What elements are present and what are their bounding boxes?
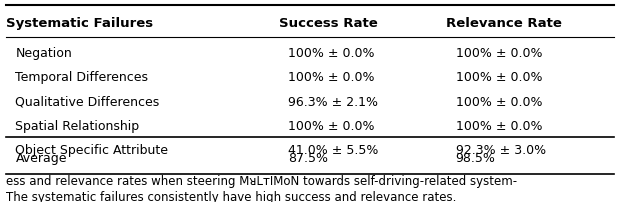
Text: Object Specific Attribute: Object Specific Attribute: [15, 143, 168, 156]
Text: 100% ± 0.0%: 100% ± 0.0%: [456, 71, 542, 84]
Text: Qualitative Differences: Qualitative Differences: [15, 95, 160, 108]
Text: 100% ± 0.0%: 100% ± 0.0%: [456, 47, 542, 60]
Text: ess and relevance rates when steering MᴚLᴛIMᴏN towards self-driving-related syst: ess and relevance rates when steering Mᴚ…: [6, 174, 517, 187]
Text: Temporal Differences: Temporal Differences: [15, 71, 148, 84]
Text: Relevance Rate: Relevance Rate: [446, 17, 562, 30]
Text: 96.3% ± 2.1%: 96.3% ± 2.1%: [288, 95, 378, 108]
Text: Success Rate: Success Rate: [279, 17, 378, 30]
Text: 92.3% ± 3.0%: 92.3% ± 3.0%: [456, 143, 546, 156]
Text: 87.5%: 87.5%: [288, 151, 328, 164]
Text: 100% ± 0.0%: 100% ± 0.0%: [456, 95, 542, 108]
Text: The systematic failures consistently have high success and relevance rates.: The systematic failures consistently hav…: [6, 190, 456, 202]
Text: Negation: Negation: [15, 47, 72, 60]
Text: 41.0% ± 5.5%: 41.0% ± 5.5%: [288, 143, 379, 156]
Text: 100% ± 0.0%: 100% ± 0.0%: [288, 47, 375, 60]
Text: 98.5%: 98.5%: [456, 151, 495, 164]
Text: 100% ± 0.0%: 100% ± 0.0%: [288, 71, 375, 84]
Text: 100% ± 0.0%: 100% ± 0.0%: [456, 119, 542, 132]
Text: Average: Average: [15, 151, 67, 164]
Text: Systematic Failures: Systematic Failures: [6, 17, 154, 30]
Text: Spatial Relationship: Spatial Relationship: [15, 119, 140, 132]
Text: 100% ± 0.0%: 100% ± 0.0%: [288, 119, 375, 132]
